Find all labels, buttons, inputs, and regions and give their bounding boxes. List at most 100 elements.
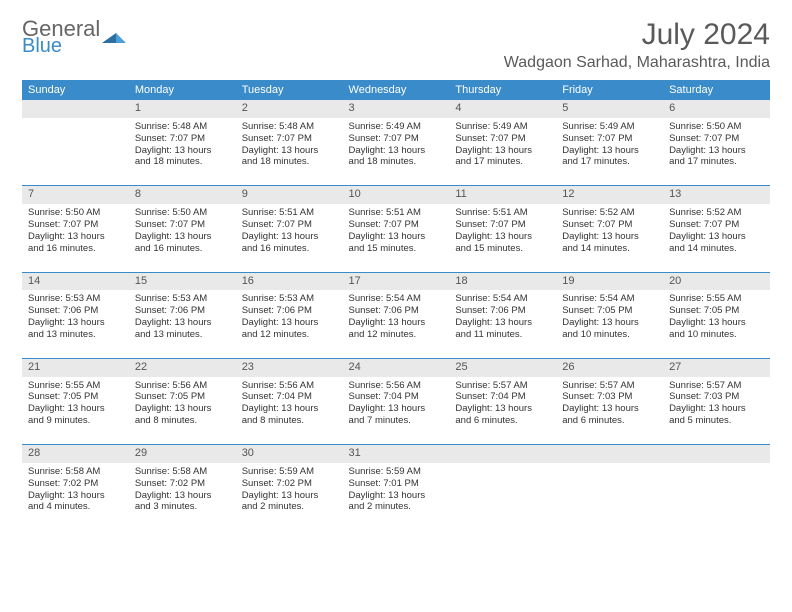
daylight-line: Daylight: 13 hours and 6 minutes. (562, 403, 657, 427)
day-number-cell: 27 (663, 358, 770, 376)
sunset-line: Sunset: 7:07 PM (562, 219, 657, 231)
sunset-line: Sunset: 7:02 PM (28, 478, 123, 490)
day-number-cell: 8 (129, 186, 236, 204)
sunset-line: Sunset: 7:05 PM (562, 305, 657, 317)
sunset-line: Sunset: 7:05 PM (669, 305, 764, 317)
day-number-cell: 13 (663, 186, 770, 204)
sunrise-line: Sunrise: 5:52 AM (562, 207, 657, 219)
daylight-line: Daylight: 13 hours and 10 minutes. (669, 317, 764, 341)
day-details-cell: Sunrise: 5:54 AMSunset: 7:05 PMDaylight:… (556, 290, 663, 358)
daylight-line: Daylight: 13 hours and 10 minutes. (562, 317, 657, 341)
sunrise-line: Sunrise: 5:50 AM (135, 207, 230, 219)
sunrise-line: Sunrise: 5:57 AM (562, 380, 657, 392)
day-details-cell: Sunrise: 5:52 AMSunset: 7:07 PMDaylight:… (663, 204, 770, 272)
day-number-cell: 9 (236, 186, 343, 204)
day-details-cell: Sunrise: 5:53 AMSunset: 7:06 PMDaylight:… (22, 290, 129, 358)
sunrise-line: Sunrise: 5:48 AM (242, 121, 337, 133)
day-number-row: 28293031 (22, 445, 770, 463)
day-details-row: Sunrise: 5:53 AMSunset: 7:06 PMDaylight:… (22, 290, 770, 358)
day-details-cell: Sunrise: 5:58 AMSunset: 7:02 PMDaylight:… (22, 463, 129, 531)
sunset-line: Sunset: 7:03 PM (562, 391, 657, 403)
day-details-cell: Sunrise: 5:56 AMSunset: 7:04 PMDaylight:… (343, 377, 450, 445)
sunset-line: Sunset: 7:07 PM (135, 219, 230, 231)
sunrise-line: Sunrise: 5:57 AM (455, 380, 550, 392)
day-details-cell: Sunrise: 5:53 AMSunset: 7:06 PMDaylight:… (129, 290, 236, 358)
sunrise-line: Sunrise: 5:56 AM (349, 380, 444, 392)
sunrise-line: Sunrise: 5:56 AM (135, 380, 230, 392)
sunset-line: Sunset: 7:07 PM (28, 219, 123, 231)
day-number-cell: 31 (343, 445, 450, 463)
sunrise-line: Sunrise: 5:54 AM (349, 293, 444, 305)
sunrise-line: Sunrise: 5:49 AM (562, 121, 657, 133)
day-details-cell: Sunrise: 5:49 AMSunset: 7:07 PMDaylight:… (343, 118, 450, 186)
day-details-cell (663, 463, 770, 531)
daylight-line: Daylight: 13 hours and 17 minutes. (455, 145, 550, 169)
sunset-line: Sunset: 7:07 PM (242, 133, 337, 145)
sunrise-line: Sunrise: 5:51 AM (455, 207, 550, 219)
weekday-header-row: SundayMondayTuesdayWednesdayThursdayFrid… (22, 80, 770, 100)
day-details-cell: Sunrise: 5:57 AMSunset: 7:04 PMDaylight:… (449, 377, 556, 445)
sunset-line: Sunset: 7:03 PM (669, 391, 764, 403)
daylight-line: Daylight: 13 hours and 3 minutes. (135, 490, 230, 514)
sunset-line: Sunset: 7:04 PM (455, 391, 550, 403)
logo-mark-icon (102, 27, 128, 47)
weekday-header: Monday (129, 80, 236, 100)
day-details-cell: Sunrise: 5:56 AMSunset: 7:05 PMDaylight:… (129, 377, 236, 445)
title-block: July 2024 Wadgaon Sarhad, Maharashtra, I… (504, 18, 770, 72)
day-details-cell: Sunrise: 5:51 AMSunset: 7:07 PMDaylight:… (236, 204, 343, 272)
day-number-cell: 4 (449, 100, 556, 118)
daylight-line: Daylight: 13 hours and 12 minutes. (242, 317, 337, 341)
sunset-line: Sunset: 7:06 PM (455, 305, 550, 317)
day-number-cell: 1 (129, 100, 236, 118)
sunset-line: Sunset: 7:05 PM (28, 391, 123, 403)
day-number-row: 123456 (22, 100, 770, 118)
sunset-line: Sunset: 7:07 PM (242, 219, 337, 231)
location: Wadgaon Sarhad, Maharashtra, India (504, 54, 770, 72)
daylight-line: Daylight: 13 hours and 2 minutes. (242, 490, 337, 514)
day-number-cell: 10 (343, 186, 450, 204)
sunrise-line: Sunrise: 5:50 AM (28, 207, 123, 219)
weekday-header: Tuesday (236, 80, 343, 100)
sunset-line: Sunset: 7:02 PM (242, 478, 337, 490)
day-number-cell (663, 445, 770, 463)
daylight-line: Daylight: 13 hours and 6 minutes. (455, 403, 550, 427)
sunset-line: Sunset: 7:06 PM (242, 305, 337, 317)
weekday-header: Sunday (22, 80, 129, 100)
weekday-header: Friday (556, 80, 663, 100)
sunrise-line: Sunrise: 5:54 AM (455, 293, 550, 305)
sunrise-line: Sunrise: 5:49 AM (455, 121, 550, 133)
daylight-line: Daylight: 13 hours and 15 minutes. (455, 231, 550, 255)
sunrise-line: Sunrise: 5:59 AM (242, 466, 337, 478)
sunset-line: Sunset: 7:06 PM (349, 305, 444, 317)
sunset-line: Sunset: 7:02 PM (135, 478, 230, 490)
day-details-row: Sunrise: 5:50 AMSunset: 7:07 PMDaylight:… (22, 204, 770, 272)
day-details-cell: Sunrise: 5:59 AMSunset: 7:02 PMDaylight:… (236, 463, 343, 531)
day-details-cell: Sunrise: 5:54 AMSunset: 7:06 PMDaylight:… (449, 290, 556, 358)
header: General Blue July 2024 Wadgaon Sarhad, M… (22, 18, 770, 72)
sunrise-line: Sunrise: 5:51 AM (242, 207, 337, 219)
day-number-cell: 15 (129, 272, 236, 290)
day-number-cell: 12 (556, 186, 663, 204)
sunrise-line: Sunrise: 5:58 AM (28, 466, 123, 478)
sunrise-line: Sunrise: 5:52 AM (669, 207, 764, 219)
sunrise-line: Sunrise: 5:51 AM (349, 207, 444, 219)
sunrise-line: Sunrise: 5:55 AM (669, 293, 764, 305)
sunrise-line: Sunrise: 5:56 AM (242, 380, 337, 392)
sunrise-line: Sunrise: 5:55 AM (28, 380, 123, 392)
daylight-line: Daylight: 13 hours and 5 minutes. (669, 403, 764, 427)
sunrise-line: Sunrise: 5:53 AM (135, 293, 230, 305)
day-number-cell: 21 (22, 358, 129, 376)
sunrise-line: Sunrise: 5:50 AM (669, 121, 764, 133)
daylight-line: Daylight: 13 hours and 8 minutes. (135, 403, 230, 427)
day-number-cell: 2 (236, 100, 343, 118)
sunset-line: Sunset: 7:06 PM (135, 305, 230, 317)
weekday-header: Thursday (449, 80, 556, 100)
day-number-cell (556, 445, 663, 463)
day-number-cell: 14 (22, 272, 129, 290)
sunset-line: Sunset: 7:05 PM (135, 391, 230, 403)
daylight-line: Daylight: 13 hours and 17 minutes. (669, 145, 764, 169)
day-number-cell (449, 445, 556, 463)
day-number-cell: 22 (129, 358, 236, 376)
day-details-cell: Sunrise: 5:57 AMSunset: 7:03 PMDaylight:… (663, 377, 770, 445)
day-details-cell: Sunrise: 5:57 AMSunset: 7:03 PMDaylight:… (556, 377, 663, 445)
